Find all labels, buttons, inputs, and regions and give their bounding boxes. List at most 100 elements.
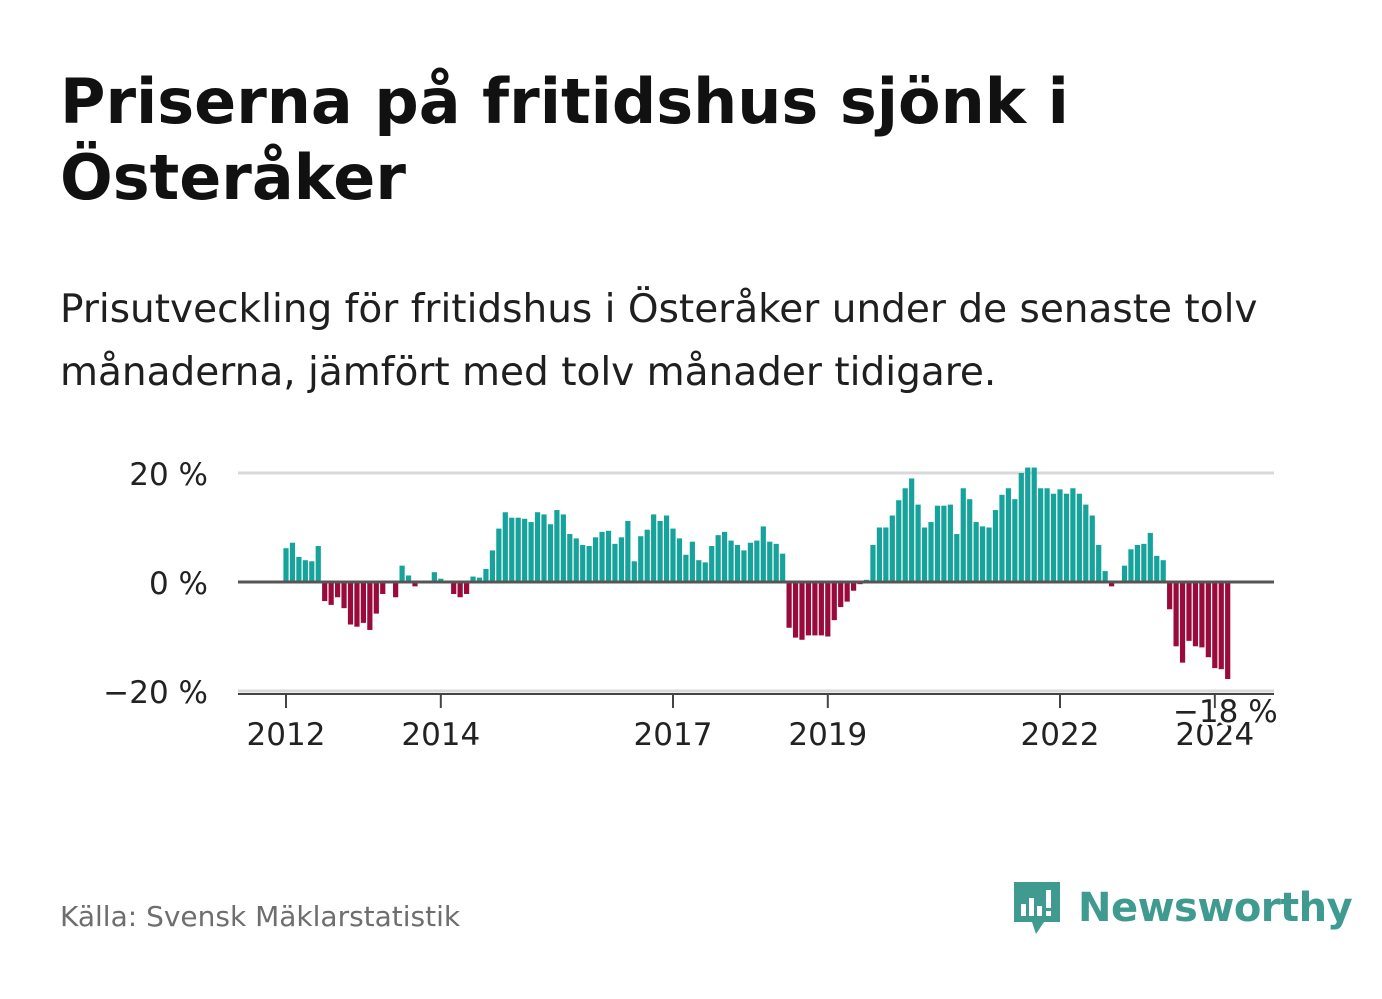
bar [767,541,773,582]
bar [992,510,999,582]
bar [934,505,941,582]
bar [1044,488,1050,582]
bar [631,561,637,582]
bar [483,568,489,582]
y-tick-label: 0 % [149,566,208,602]
x-tick-label: 2024 [1175,717,1254,753]
bar [728,540,734,582]
bar [986,527,992,582]
bar [670,528,676,582]
bar [457,582,463,598]
bar [1205,582,1211,658]
bar [1186,582,1192,641]
bar [1025,467,1031,582]
bar [786,582,792,628]
bar [347,582,354,625]
bar [1063,493,1070,582]
bar [1173,582,1179,647]
bar [812,582,818,636]
x-tick-label: 2022 [1021,717,1100,753]
bar [1218,582,1224,670]
bar [605,530,612,582]
bar [1057,489,1063,582]
bar [1147,532,1153,582]
bar [470,576,476,582]
bar [851,582,857,591]
bar [792,582,799,638]
newsworthy-logo-icon [1014,882,1060,934]
bar [960,488,966,582]
bar [1050,493,1057,582]
bar [1031,467,1037,582]
x-tick-label: 2012 [247,717,326,753]
bar [367,582,373,630]
brand-logo: Newsworthy [1010,878,1353,938]
bar [883,527,889,582]
bar [1199,582,1205,648]
bar-chart: 20 % 0 % −20 % 2012 2014 2017 2019 2022 2024−18 … [103,457,1280,753]
bar [567,534,573,582]
bar [373,582,379,614]
bar [464,582,470,594]
bar [657,520,663,582]
end-value-label: −18 % [1173,694,1278,730]
x-tick-label: 2014 [401,717,480,753]
bar [773,543,779,582]
bar [554,510,560,582]
bar [941,505,947,582]
bar [689,541,695,582]
bar [799,582,805,640]
bar [896,500,902,582]
bar [928,522,934,582]
bar [838,582,844,608]
bar [902,488,908,582]
bar [599,531,605,582]
bar [1212,582,1218,669]
bar [741,550,747,582]
bar [283,548,289,582]
bar [915,504,921,582]
bar [625,520,631,582]
bar [399,565,405,582]
bar [354,582,360,627]
bar [1018,473,1024,582]
bar [522,518,528,582]
bar [1154,555,1160,582]
bar [1096,544,1102,582]
bar [309,561,315,582]
bar [696,560,702,582]
bar [302,560,308,582]
bar [1141,543,1147,582]
x-tick-label: 2019 [788,717,867,753]
bar [496,528,502,582]
bar [489,550,495,582]
bar [921,527,928,582]
bar [1121,565,1128,582]
bar [405,575,412,582]
bar [805,582,812,636]
bar [412,582,418,587]
bar [973,522,979,582]
bar [360,582,366,623]
bar [999,494,1005,582]
bar [644,529,650,582]
y-tick-label: −20 % [103,675,208,711]
bar [1128,549,1134,582]
bar [534,512,541,582]
x-tick-label: 2017 [634,717,713,753]
bar [747,542,753,582]
bar [547,524,554,582]
bar [1179,582,1186,663]
bar [831,582,837,621]
bar [709,546,715,582]
chart-title: Priserna på fritidshus sjönk i Österåker [60,65,1069,214]
bar [451,582,457,594]
bar [844,582,850,602]
axis-labels: 20 % 0 % −20 % 2012 2014 2017 2019 2022 2024−18 … [103,457,1280,753]
bar [870,544,876,582]
bar [335,582,341,598]
bar [1102,571,1108,582]
bar [754,540,760,582]
bar [541,514,547,582]
chart-subtitle: Prisutveckling för fritidshus i Österåke… [60,287,1258,395]
